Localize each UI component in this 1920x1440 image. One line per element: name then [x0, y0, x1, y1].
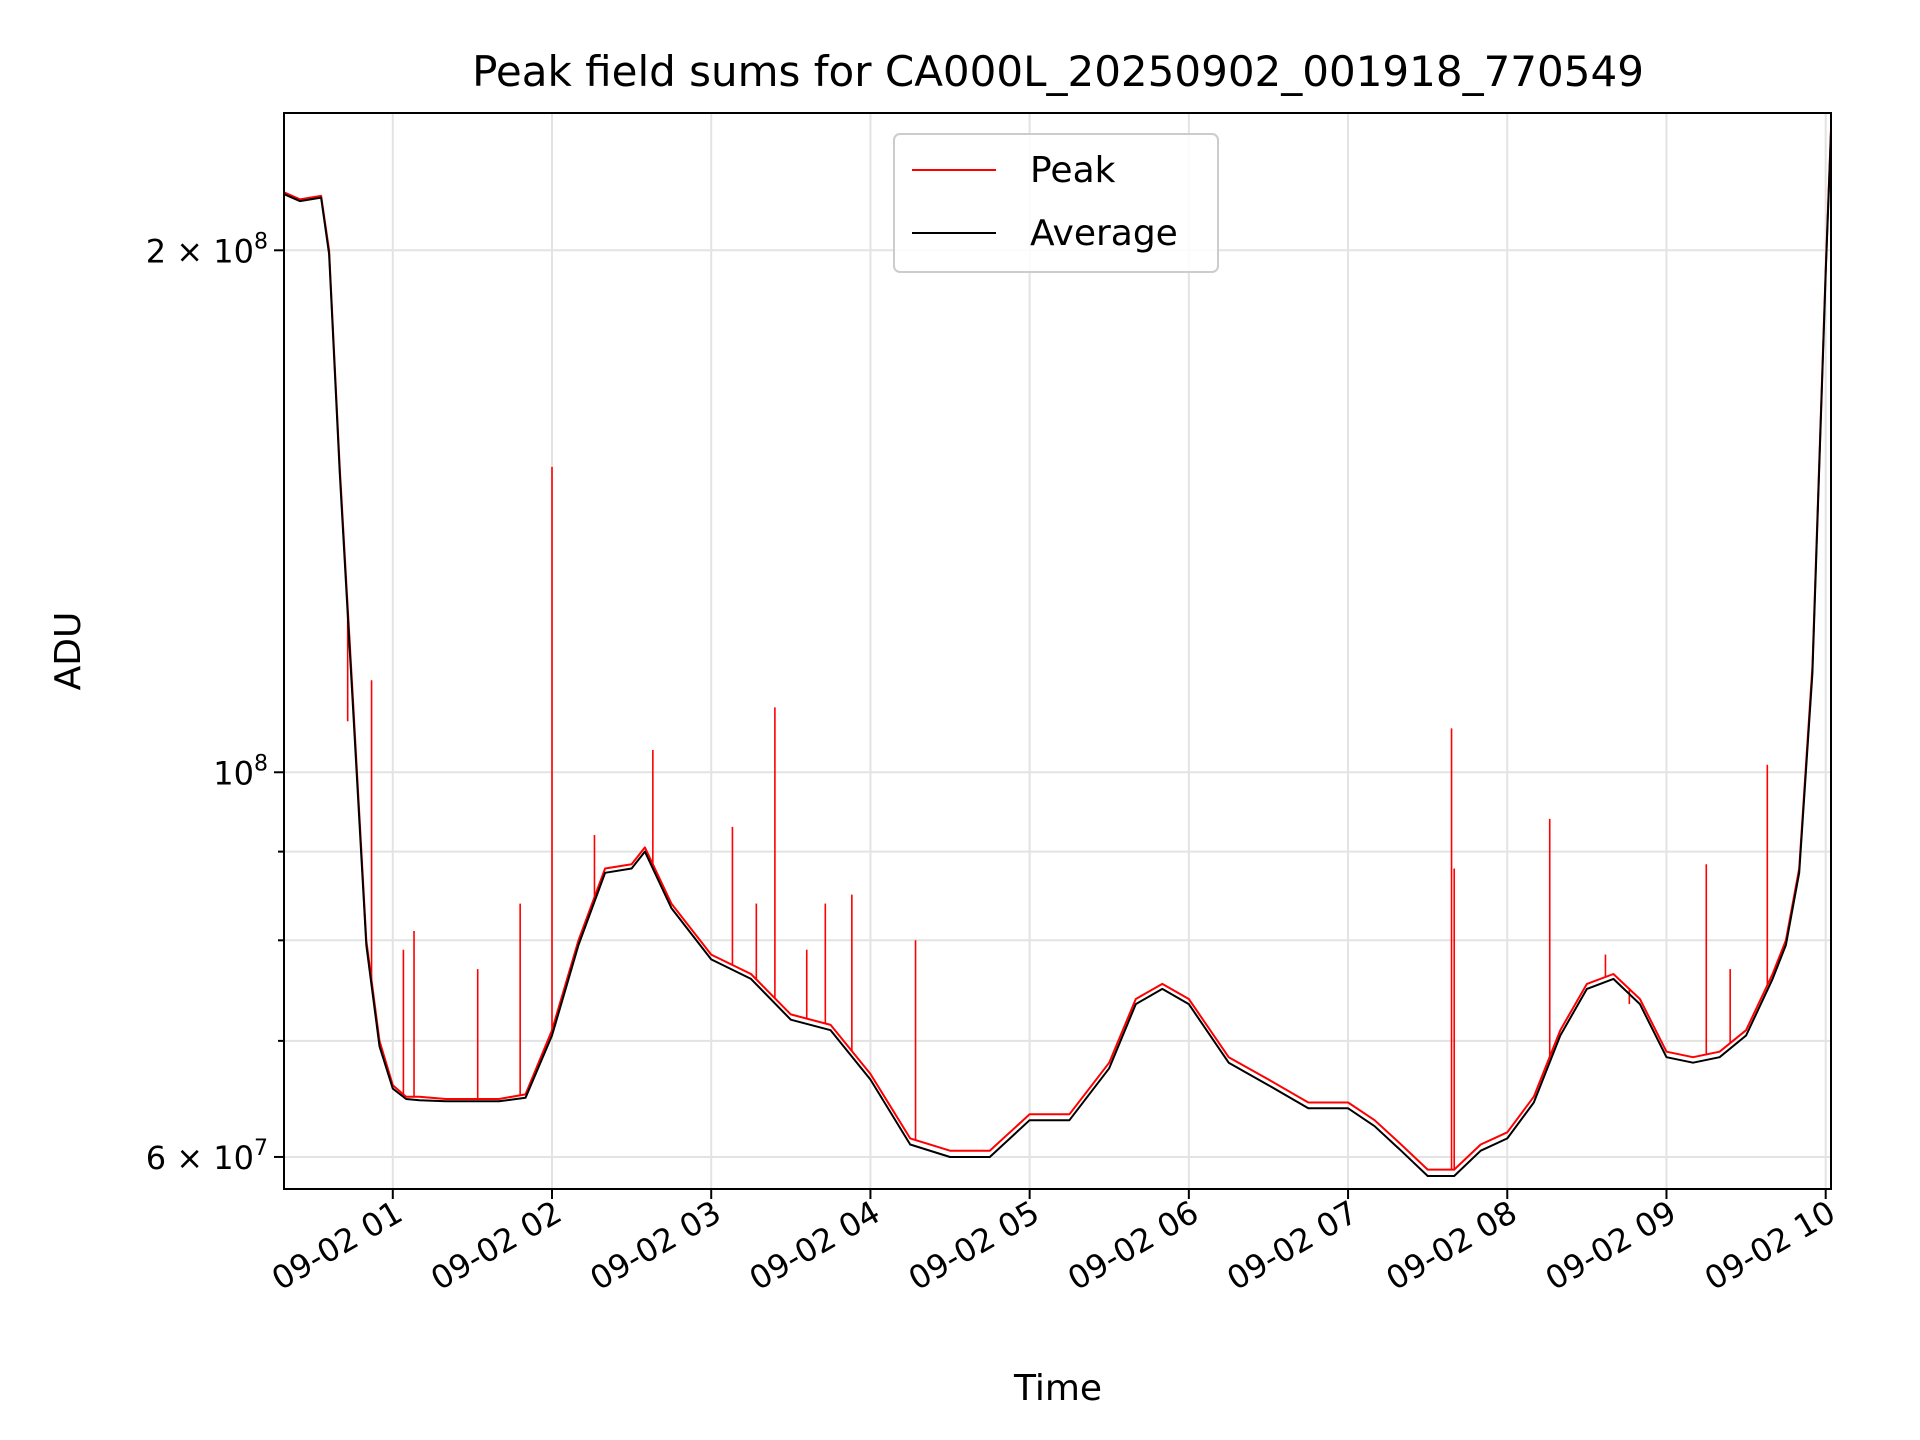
series-line-peak [284, 128, 1831, 1171]
legend-label-peak: Peak [1030, 150, 1116, 191]
plot-frame [283, 112, 1832, 1190]
y-axis: 2 × 108 108 6 × 107 [146, 229, 284, 1177]
series-layer [284, 128, 1831, 1177]
chart-title: Peak field sums for CA000L_20250902_0019… [472, 47, 1644, 96]
series-line-average [284, 132, 1831, 1177]
legend-box [893, 133, 1219, 273]
legend-label-average: Average [1030, 213, 1178, 254]
y-tick-label: 108 [213, 751, 268, 792]
y-axis-label: ADU [48, 612, 89, 691]
legend: Peak Average [893, 133, 1219, 273]
x-axis-label: Time [1013, 1368, 1102, 1409]
y-tick-label: 2 × 108 [146, 229, 268, 270]
y-tick-label: 6 × 107 [146, 1136, 268, 1177]
